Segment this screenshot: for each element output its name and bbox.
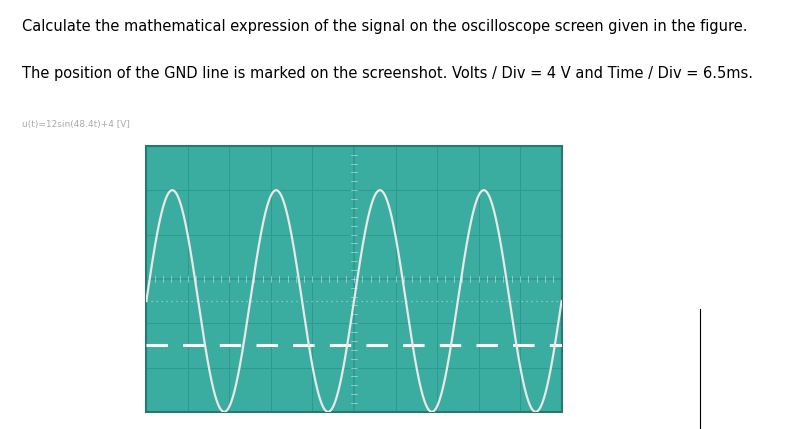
Text: The position of the GND line is marked on the screenshot. Volts / Div = 4 V and : The position of the GND line is marked o… <box>22 66 753 82</box>
Text: Calculate the mathematical expression of the signal on the oscilloscope screen g: Calculate the mathematical expression of… <box>22 19 747 34</box>
Text: u(t)=12sin(48.4t)+4 [V]: u(t)=12sin(48.4t)+4 [V] <box>22 120 130 129</box>
